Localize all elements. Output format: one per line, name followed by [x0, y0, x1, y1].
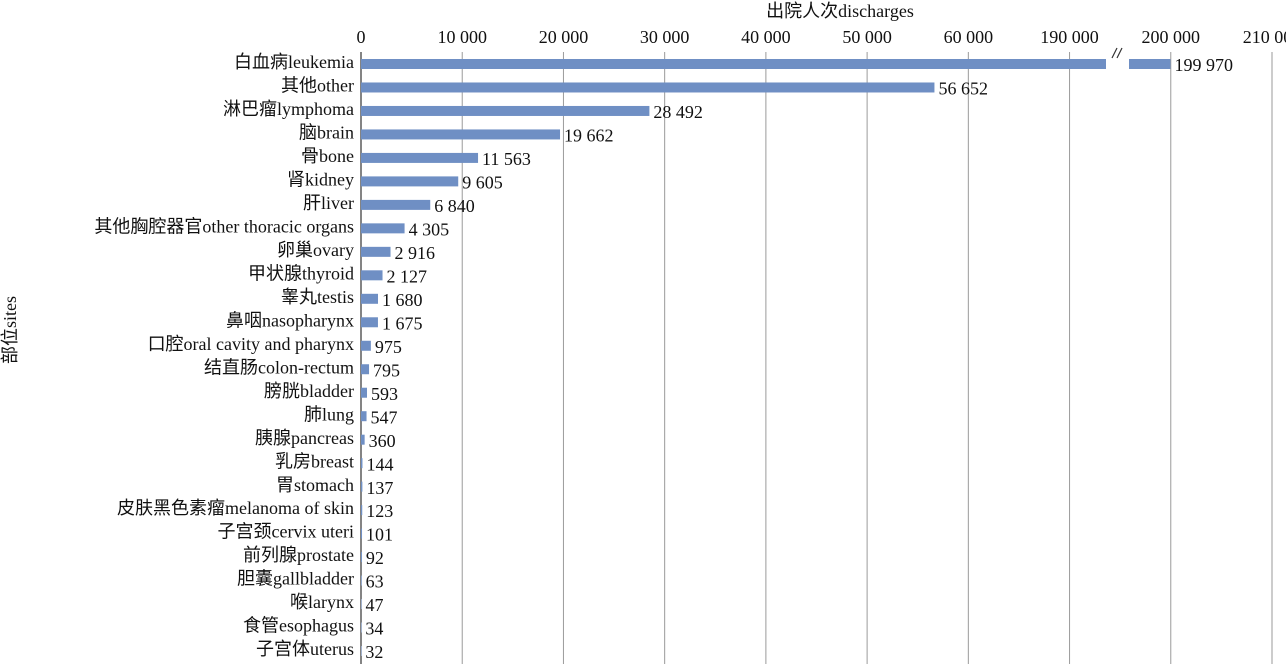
y-axis-title: 部位sites	[0, 296, 20, 364]
x-tick-label: 0	[357, 27, 366, 47]
bar	[361, 293, 379, 304]
value-label: 101	[366, 525, 393, 545]
value-label: 4 305	[409, 219, 450, 239]
value-label: 11 563	[482, 149, 531, 169]
value-label: 123	[366, 501, 393, 521]
bar	[361, 364, 370, 375]
value-label: 92	[366, 548, 384, 568]
value-label: 593	[371, 384, 398, 404]
bar	[361, 411, 367, 422]
value-label: 28 492	[653, 102, 703, 122]
category-label: 口腔oral cavity and pharynx	[148, 334, 354, 354]
category-label: 脑brain	[299, 123, 354, 143]
category-label: 其他other	[281, 76, 354, 96]
value-label: 975	[375, 337, 402, 357]
x-axis-title: 出院人次discharges	[766, 1, 914, 21]
value-label: 1 680	[382, 290, 423, 310]
value-label: 137	[366, 478, 393, 498]
x-tick-label: 190 000	[1040, 27, 1099, 47]
bar	[361, 552, 362, 563]
x-tick-label: 50 000	[842, 27, 892, 47]
bar	[361, 317, 378, 328]
x-tick-label: 20 000	[539, 27, 589, 47]
category-label: 皮肤黑色素瘤melanoma of skin	[117, 498, 354, 518]
value-label: 32	[365, 642, 383, 662]
bar	[361, 105, 650, 116]
axis-break-mark	[1111, 47, 1118, 59]
bar	[361, 223, 405, 234]
value-label: 1 675	[382, 313, 423, 333]
bar	[361, 481, 363, 492]
bar	[361, 387, 368, 398]
category-label: 肺lung	[304, 404, 354, 424]
value-label: 56 652	[938, 79, 988, 99]
bar	[361, 575, 362, 586]
category-label: 子宫体uterus	[256, 639, 354, 659]
bar	[361, 599, 362, 610]
category-label: 肝liver	[303, 193, 354, 213]
bar	[361, 646, 362, 656]
x-tick-label: 10 000	[437, 27, 487, 47]
value-label: 63	[366, 572, 384, 592]
value-label: 199 970	[1174, 55, 1233, 75]
value-label: 547	[371, 407, 398, 427]
value-label: 6 840	[434, 196, 475, 216]
value-label: 34	[365, 619, 383, 639]
axis-break-gap	[1106, 56, 1129, 72]
value-label: 9 605	[462, 173, 503, 193]
x-tick-label: 200 000	[1142, 27, 1201, 47]
axis-break-gap-top	[1106, 48, 1129, 58]
bar	[361, 458, 363, 469]
x-tick-label: 60 000	[944, 27, 994, 47]
bar	[361, 622, 362, 633]
bar	[361, 246, 391, 257]
value-label: 360	[369, 431, 396, 451]
category-label: 食管esophagus	[243, 616, 354, 636]
axis-break-mark	[1116, 47, 1123, 59]
value-label: 144	[366, 454, 393, 474]
category-label: 乳房breast	[275, 451, 354, 471]
bar	[361, 129, 561, 140]
bar	[361, 152, 479, 163]
bar	[361, 434, 365, 445]
bar	[361, 528, 363, 539]
x-tick-label: 210 000	[1243, 27, 1286, 47]
value-label: 47	[365, 595, 383, 615]
bar	[361, 199, 431, 210]
category-label: 白血病leukemia	[234, 52, 354, 72]
category-label: 子宫颈cervix uteri	[218, 522, 354, 542]
category-label: 肾kidney	[287, 170, 354, 190]
category-label: 结直肠colon-rectum	[204, 357, 354, 377]
bar	[361, 340, 371, 351]
category-label: 卵巢ovary	[277, 240, 354, 260]
category-label: 睾丸testis	[281, 287, 354, 307]
bar	[361, 270, 383, 281]
category-label: 甲状腺thyroid	[248, 263, 354, 283]
x-tick-label: 40 000	[741, 27, 791, 47]
bar	[361, 505, 363, 516]
category-label: 胆囊gallbladder	[237, 569, 354, 589]
category-label: 胰腺pancreas	[255, 428, 354, 448]
value-label: 2 127	[387, 266, 428, 286]
category-label: 膀胱bladder	[264, 381, 354, 401]
category-label: 骨bone	[301, 146, 354, 166]
bar	[361, 59, 1171, 69]
x-tick-label: 30 000	[640, 27, 690, 47]
category-label: 前列腺prostate	[243, 545, 354, 565]
category-label: 鼻咽nasopharynx	[226, 310, 354, 330]
value-label: 2 916	[395, 243, 436, 263]
category-label: 淋巴瘤lymphoma	[223, 99, 354, 119]
value-label: 19 662	[564, 126, 614, 146]
value-label: 795	[373, 360, 400, 380]
bar	[361, 176, 459, 187]
bar	[361, 82, 935, 93]
category-label: 喉larynx	[290, 592, 354, 612]
category-label: 胃stomach	[276, 475, 354, 495]
category-label: 其他胸腔器官other thoracic organs	[94, 216, 354, 236]
